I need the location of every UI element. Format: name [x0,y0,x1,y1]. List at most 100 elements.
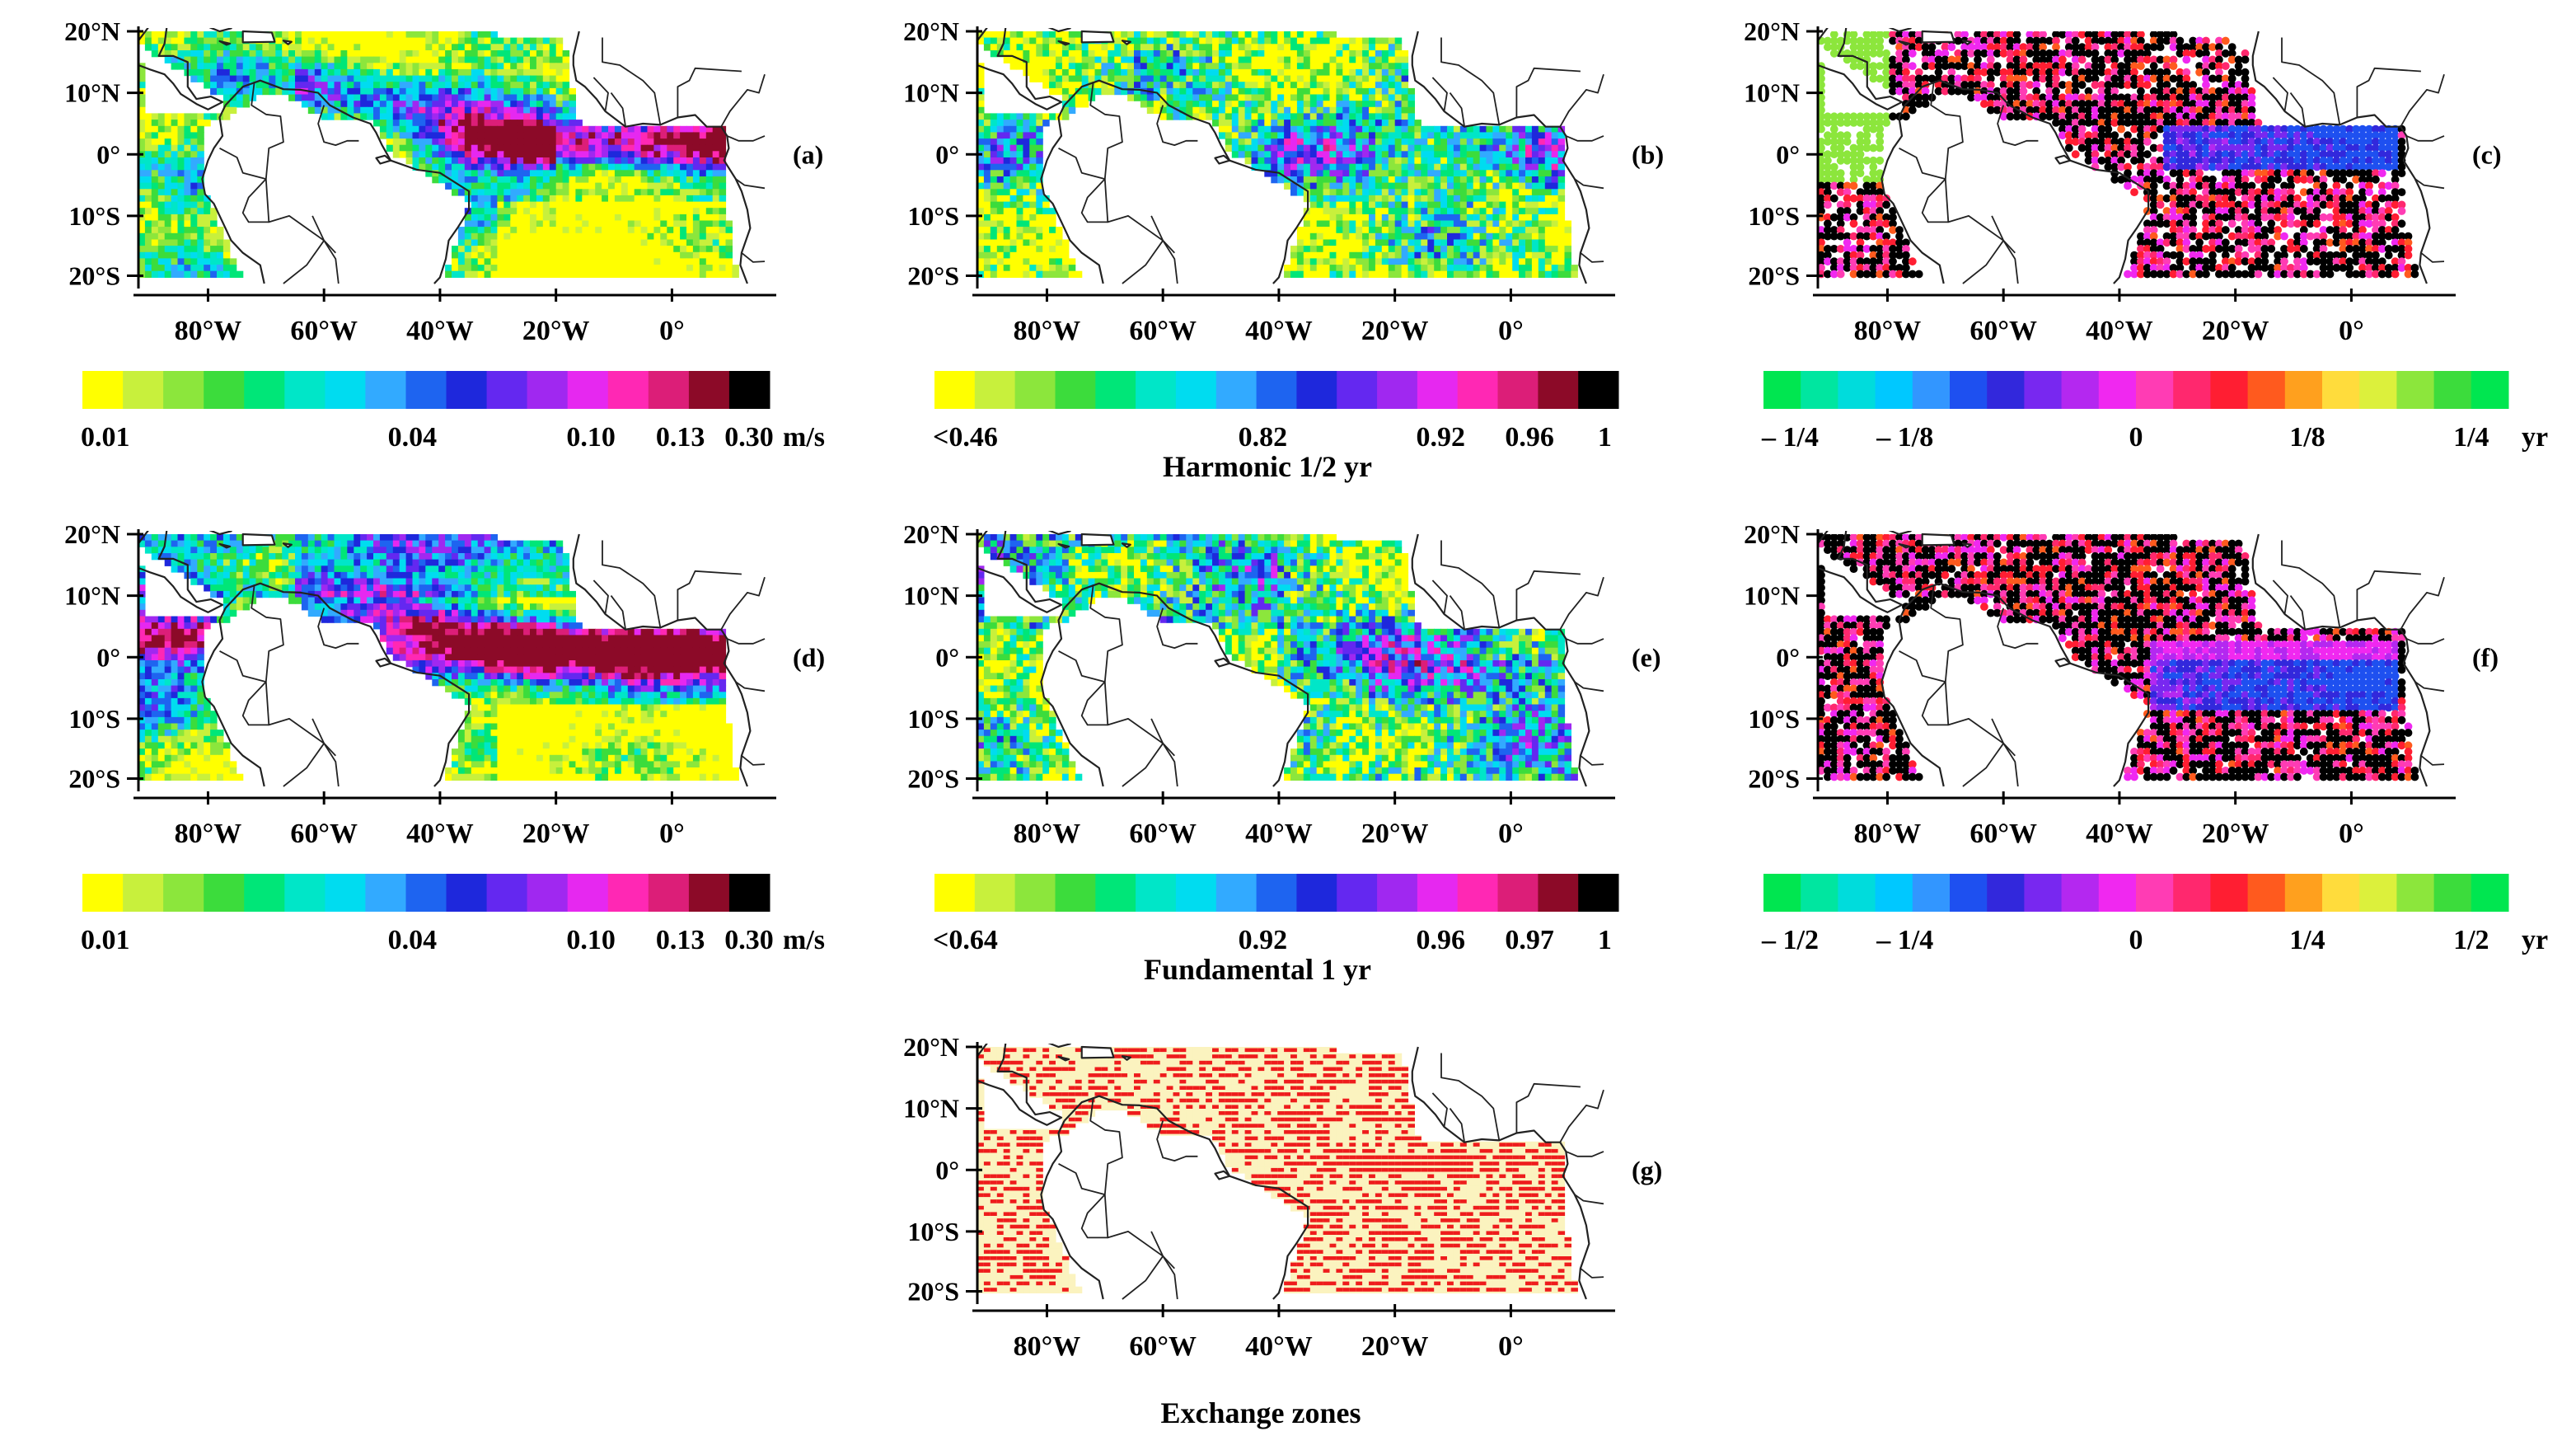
grid-cell [1009,50,1018,58]
phase-dot [1954,62,1963,70]
grid-cell [1525,138,1533,146]
grid-cell [1381,163,1389,171]
grid-cell [1499,239,1506,246]
grid-cell [184,265,191,272]
grid-cell [1003,220,1011,228]
grid-cell [510,232,518,241]
grid-cell [1296,270,1304,278]
grid-cell [692,163,700,171]
phase-dot [1862,43,1871,51]
grid-cell [1186,31,1193,39]
grid-cell [549,87,557,96]
grid-cell [497,75,504,82]
grid-cell [1336,214,1343,222]
grid-cell [471,125,479,134]
grid-cell [996,214,1005,222]
grid-cell [497,132,504,139]
grid-cell [464,50,472,58]
grid-cell [621,125,629,134]
grid-cell [425,75,433,82]
grid-cell [1199,94,1206,101]
grid-cell [197,68,204,77]
grid-cell [275,44,283,51]
phase-dot [2156,31,2165,39]
grid-cell [471,37,479,45]
grid-cell [1414,144,1421,152]
grid-cell [490,120,498,127]
phase-dot [2169,31,2178,39]
grid-cell [555,132,564,139]
grid-cell [1199,82,1206,89]
grid-cell [340,68,348,77]
grid-cell [517,157,524,165]
grid-cell [222,63,231,70]
grid-cell [197,157,204,165]
grid-cell [171,50,179,58]
grid-cell [1003,246,1011,253]
grid-cell [210,258,218,265]
grid-cell [1407,170,1415,177]
grid-cell [1459,125,1468,134]
grid-cell [1466,258,1474,265]
grid-cell [457,138,466,146]
grid-cell [1459,258,1468,265]
grid-cell [1271,106,1278,115]
grid-cell [1336,208,1343,215]
grid-cell [1394,44,1403,51]
grid-cell [497,251,504,260]
grid-cell [555,258,564,265]
grid-cell [1049,37,1056,45]
grid-cell [1271,37,1278,45]
grid-cell [517,208,524,215]
grid-cell [1538,270,1546,278]
grid-cell [1042,232,1050,241]
grid-cell [379,113,387,120]
phase-dot [1941,74,1950,83]
grid-cell [712,265,720,272]
grid-cell [549,138,557,146]
grid-cell [549,239,557,246]
grid-cell [282,87,289,96]
grid-cell [373,120,381,127]
grid-cell [1336,50,1343,58]
grid-cell [653,163,661,171]
grid-cell [1088,75,1096,82]
grid-cell [464,182,472,190]
grid-cell [614,265,622,272]
grid-cell [1407,87,1415,96]
grid-cell [484,82,492,89]
grid-cell [1284,138,1291,146]
grid-cell [301,68,309,77]
grid-cell [1512,151,1520,158]
grid-cell [1159,82,1168,89]
phase-dot [2169,62,2178,70]
grid-cell [536,239,544,246]
grid-cell [197,258,204,265]
grid-cell [1336,68,1343,77]
grid-cell [177,208,185,215]
grid-cell [1375,50,1383,58]
grid-cell [660,138,667,146]
grid-cell [484,232,492,241]
grid-cell [712,246,720,253]
phase-dot [2195,36,2204,45]
grid-cell [530,125,537,134]
grid-cell [1492,176,1500,184]
phase-dot [2032,55,2041,64]
grid-cell [686,176,694,184]
grid-cell [379,75,387,82]
phase-dot [1960,81,1969,89]
grid-cell [354,75,361,82]
grid-cell [640,270,649,278]
phase-dot [2071,31,2080,39]
grid-cell [1557,138,1566,146]
grid-cell [327,82,335,89]
grid-cell [438,144,446,152]
grid-cell [555,195,564,203]
grid-cell [712,195,720,203]
grid-cell [503,113,511,120]
grid-cell [575,251,583,260]
lat-tick-label: 20°N [903,16,959,46]
grid-cell [445,50,452,58]
grid-cell [1303,82,1311,89]
